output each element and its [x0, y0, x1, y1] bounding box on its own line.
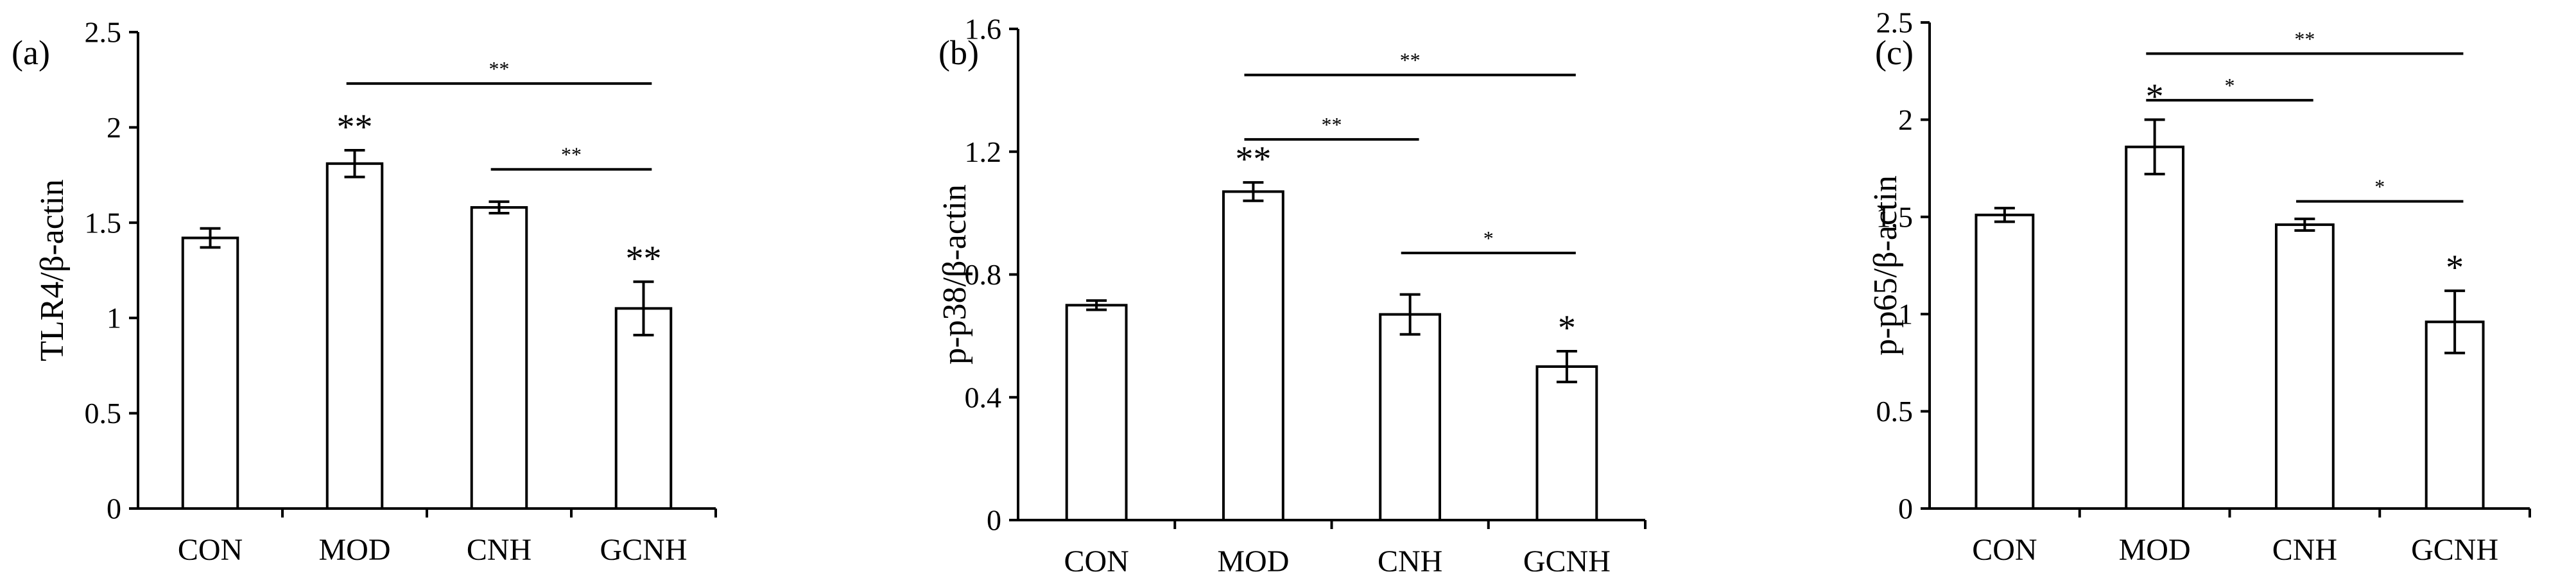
significance-bracket-label: **: [1322, 113, 1342, 136]
significance-mark: **: [1235, 139, 1271, 179]
y-tick-label: 0.5: [85, 397, 122, 430]
bar-cnh: [470, 206, 528, 510]
x-category-label: MOD: [2119, 533, 2191, 567]
bar-con: [1975, 213, 2035, 510]
y-tick-label: 0: [1898, 492, 1913, 525]
y-tick-label: 2.5: [85, 16, 122, 49]
significance-mark: *: [1558, 308, 1576, 348]
y-axis-label: p-p38/β-actin: [937, 184, 973, 365]
x-category-label: CNH: [1378, 544, 1442, 579]
y-tick-label: 0: [987, 504, 1001, 537]
y-tick-label: 1.2: [965, 135, 1002, 168]
x-category-label: CNH: [467, 533, 532, 567]
y-axis-label: TLR4/β-actin: [34, 179, 71, 361]
y-tick-label: 0: [107, 492, 121, 525]
significance-bracket-label: **: [489, 57, 510, 80]
y-tick-label: 2: [1898, 103, 1913, 136]
bar-gcnh: [614, 307, 673, 510]
panel-a-chart: (a) TLR4/β-actin 0 0.5 1 1.5 2 2.5 CON MOD ** CNH GC…: [12, 16, 717, 567]
bar-cnh: [1379, 313, 1442, 521]
significance-bracket-label: **: [1400, 49, 1421, 72]
x-category-label: CON: [1064, 544, 1128, 579]
y-tick-label: 0.8: [965, 258, 1002, 291]
significance-mark: *: [2446, 248, 2464, 288]
y-tick-label: 1.6: [965, 13, 1002, 46]
x-category-label: GCNH: [2411, 533, 2498, 567]
significance-mark: *: [2146, 76, 2164, 116]
x-category-label: MOD: [1217, 544, 1289, 579]
y-tick-label: 1: [107, 302, 121, 335]
x-category-label: MOD: [318, 533, 390, 567]
x-category-label: CNH: [2272, 533, 2337, 567]
y-tick-label: 1.5: [1876, 200, 1914, 233]
significance-mark: **: [337, 107, 373, 147]
significance-bracket-label: *: [2374, 175, 2385, 198]
bar-con: [1065, 304, 1128, 521]
bar-mod: [1222, 190, 1284, 521]
x-category-label: CON: [1972, 533, 2037, 567]
y-tick-label: 1: [1898, 298, 1913, 331]
panel-letter: (a): [12, 33, 50, 72]
bar-gcnh: [1535, 365, 1598, 521]
panel-c-chart: (c) p-p65/β-actin 0 0.5 1 1.5 2 2.5 CON MOD * CNH GC…: [1867, 6, 2531, 567]
bar-mod: [325, 162, 384, 510]
panel-letter: (c): [1875, 33, 1914, 72]
panel-letter: (b): [938, 33, 979, 72]
significance-bracket-label: *: [1483, 227, 1494, 250]
bar-con: [181, 236, 239, 510]
significance-bracket-label: **: [561, 143, 582, 166]
significance-mark: **: [626, 239, 662, 279]
x-category-label: GCNH: [1523, 544, 1611, 579]
bar-mod: [2125, 145, 2185, 510]
y-tick-label: 2.5: [1876, 6, 1914, 39]
x-category-label: GCNH: [600, 533, 687, 567]
y-tick-label: 1.5: [85, 206, 122, 239]
y-tick-label: 0.4: [965, 381, 1002, 413]
bar-cnh: [2274, 223, 2335, 510]
significance-bracket-label: *: [2225, 74, 2235, 97]
y-axis-label: p-p65/β-actin: [1867, 175, 1904, 356]
y-tick-label: 0.5: [1876, 395, 1914, 428]
significance-bracket-label: **: [2294, 27, 2315, 50]
y-tick-label: 2: [107, 111, 121, 144]
x-category-label: CON: [178, 533, 243, 567]
